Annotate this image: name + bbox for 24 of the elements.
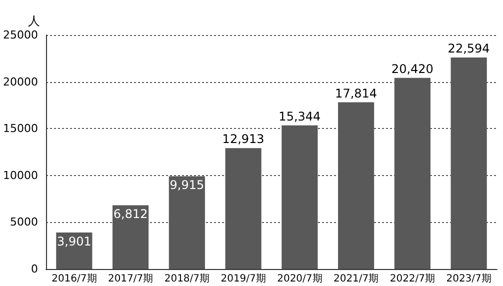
x-tick-label: 2022/7期	[390, 272, 436, 284]
y-axis-title: 人	[28, 14, 40, 28]
y-tick-label: 20000	[2, 75, 38, 88]
y-tick-label: 0	[30, 262, 38, 276]
y-tick-label: 25000	[2, 28, 38, 42]
x-tick-label: 2019/7期	[220, 272, 266, 284]
data-label: 12,913	[222, 132, 264, 146]
data-label: 22,594	[448, 42, 490, 56]
x-tick-label: 2023/7期	[446, 272, 492, 284]
data-label: 6,812	[113, 207, 148, 222]
x-tick-label: 2020/7期	[277, 272, 322, 284]
x-tick-label: 2016/7期	[52, 272, 97, 284]
data-label: 20,420	[391, 62, 434, 76]
x-tick-label: 2018/7期	[164, 272, 210, 284]
data-label: 15,344	[278, 109, 321, 124]
data-label: 17,814	[335, 86, 378, 100]
x-tick-label: 2021/7期	[333, 272, 379, 284]
y-tick-label: 10000	[2, 168, 38, 182]
bar	[56, 232, 92, 269]
y-tick-label: 5000	[10, 216, 38, 229]
data-label: 3,901	[57, 234, 92, 248]
data-label: 9,915	[170, 178, 204, 192]
x-tick-label: 2017/7期	[108, 272, 154, 284]
y-tick-label: 15000	[2, 122, 38, 136]
